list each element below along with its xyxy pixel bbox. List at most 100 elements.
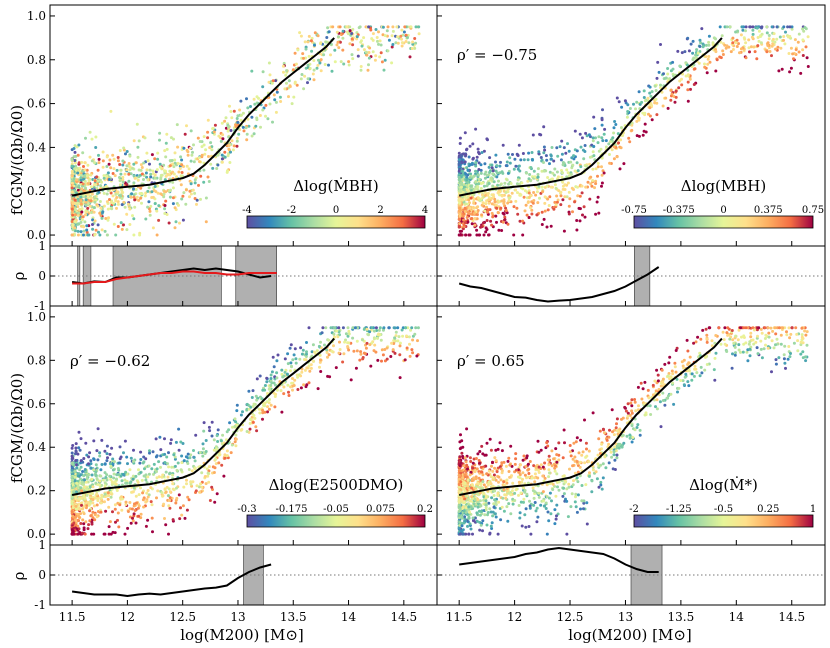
scatter-point (569, 505, 573, 509)
scatter-point (155, 470, 158, 474)
scatter-point (103, 462, 107, 466)
scatter-point (527, 177, 531, 181)
scatter-point (772, 32, 776, 36)
scatter-point (373, 58, 377, 62)
scatter-point (139, 486, 142, 490)
scatter-point (564, 151, 568, 155)
scatter-point (567, 149, 571, 153)
scatter-point (81, 518, 85, 522)
scatter-point (377, 42, 380, 46)
scatter-point (100, 463, 104, 466)
scatter-point (79, 220, 83, 224)
scatter-point (233, 425, 237, 428)
scatter-point (733, 345, 737, 349)
scatter-point (565, 168, 569, 172)
scatter-point (74, 449, 78, 453)
scatter-point (74, 164, 78, 168)
scatter-point (290, 102, 294, 106)
scatter-point (657, 70, 661, 74)
scatter-point (123, 439, 127, 443)
scatter-point (83, 168, 87, 172)
scatter-point (70, 207, 74, 211)
scatter-point (487, 182, 491, 185)
scatter-point (327, 63, 330, 67)
scatter-point (123, 172, 127, 176)
scatter-point (471, 157, 475, 161)
scatter-point (666, 67, 670, 70)
scatter-point (313, 43, 316, 47)
scatter-point (104, 509, 108, 513)
colorbar-tick-label: -0.75 (621, 205, 647, 216)
scatter-point (367, 56, 371, 60)
scatter-point (555, 146, 559, 150)
scatter-point (156, 157, 160, 161)
scatter-point (588, 197, 592, 201)
scatter-point (633, 428, 637, 432)
scatter-point (499, 206, 503, 210)
scatter-point (158, 162, 162, 166)
scatter-point (780, 67, 784, 71)
scatter-point (460, 185, 463, 189)
scatter-point (117, 473, 120, 476)
scatter-point (271, 120, 274, 124)
scatter-point (90, 211, 94, 214)
scatter-point (546, 208, 550, 212)
scatter-point (268, 73, 272, 77)
scatter-point (123, 532, 127, 536)
scatter-point (116, 159, 120, 163)
scatter-point (118, 183, 122, 187)
scatter-point (567, 212, 571, 216)
scatter-point (301, 52, 305, 56)
scatter-point (405, 346, 409, 350)
scatter-point (109, 495, 113, 499)
scatter-point (71, 506, 75, 510)
scatter-point (167, 532, 170, 536)
scatter-point (133, 198, 137, 202)
scatter-point (209, 141, 213, 145)
scatter-point (211, 166, 215, 170)
scatter-point (600, 181, 604, 185)
scatter-point (272, 365, 276, 369)
scatter-point (529, 166, 533, 169)
scatter-point (145, 175, 149, 179)
scatter-point (98, 451, 102, 455)
scatter-point (140, 172, 144, 176)
scatter-point (141, 498, 145, 502)
scatter-point (461, 214, 465, 218)
scatter-point (408, 354, 412, 358)
scatter-point (70, 528, 74, 532)
scatter-point (168, 471, 172, 475)
scatter-point (319, 58, 323, 62)
scatter-point (468, 144, 472, 148)
scatter-point (116, 156, 120, 159)
scatter-point (177, 170, 181, 174)
scatter-point (337, 351, 341, 355)
scatter-point (402, 30, 406, 34)
scatter-point (326, 26, 330, 30)
scatter-point (175, 468, 179, 472)
scatter-point (215, 492, 219, 496)
scatter-point (121, 473, 125, 476)
scatter-point (351, 336, 355, 340)
scatter-point (336, 40, 340, 44)
scatter-point (659, 83, 662, 87)
scatter-point (137, 468, 140, 472)
scatter-point (204, 220, 208, 224)
scatter-point (230, 443, 234, 447)
scatter-point (689, 87, 692, 91)
scatter-point (770, 54, 773, 58)
scatter-point (71, 205, 75, 209)
scatter-point (296, 48, 300, 52)
scatter-point (251, 404, 255, 408)
scatter-point (101, 165, 105, 169)
scatter-point (530, 208, 534, 212)
scatter-point (505, 178, 509, 182)
scatter-point (89, 459, 93, 463)
colorbar (633, 215, 814, 229)
x-tick-label: 13 (230, 610, 245, 624)
scatter-point (235, 144, 239, 148)
scatter-point (285, 81, 288, 85)
scatter-point (475, 233, 479, 237)
scatter-point (228, 161, 232, 164)
